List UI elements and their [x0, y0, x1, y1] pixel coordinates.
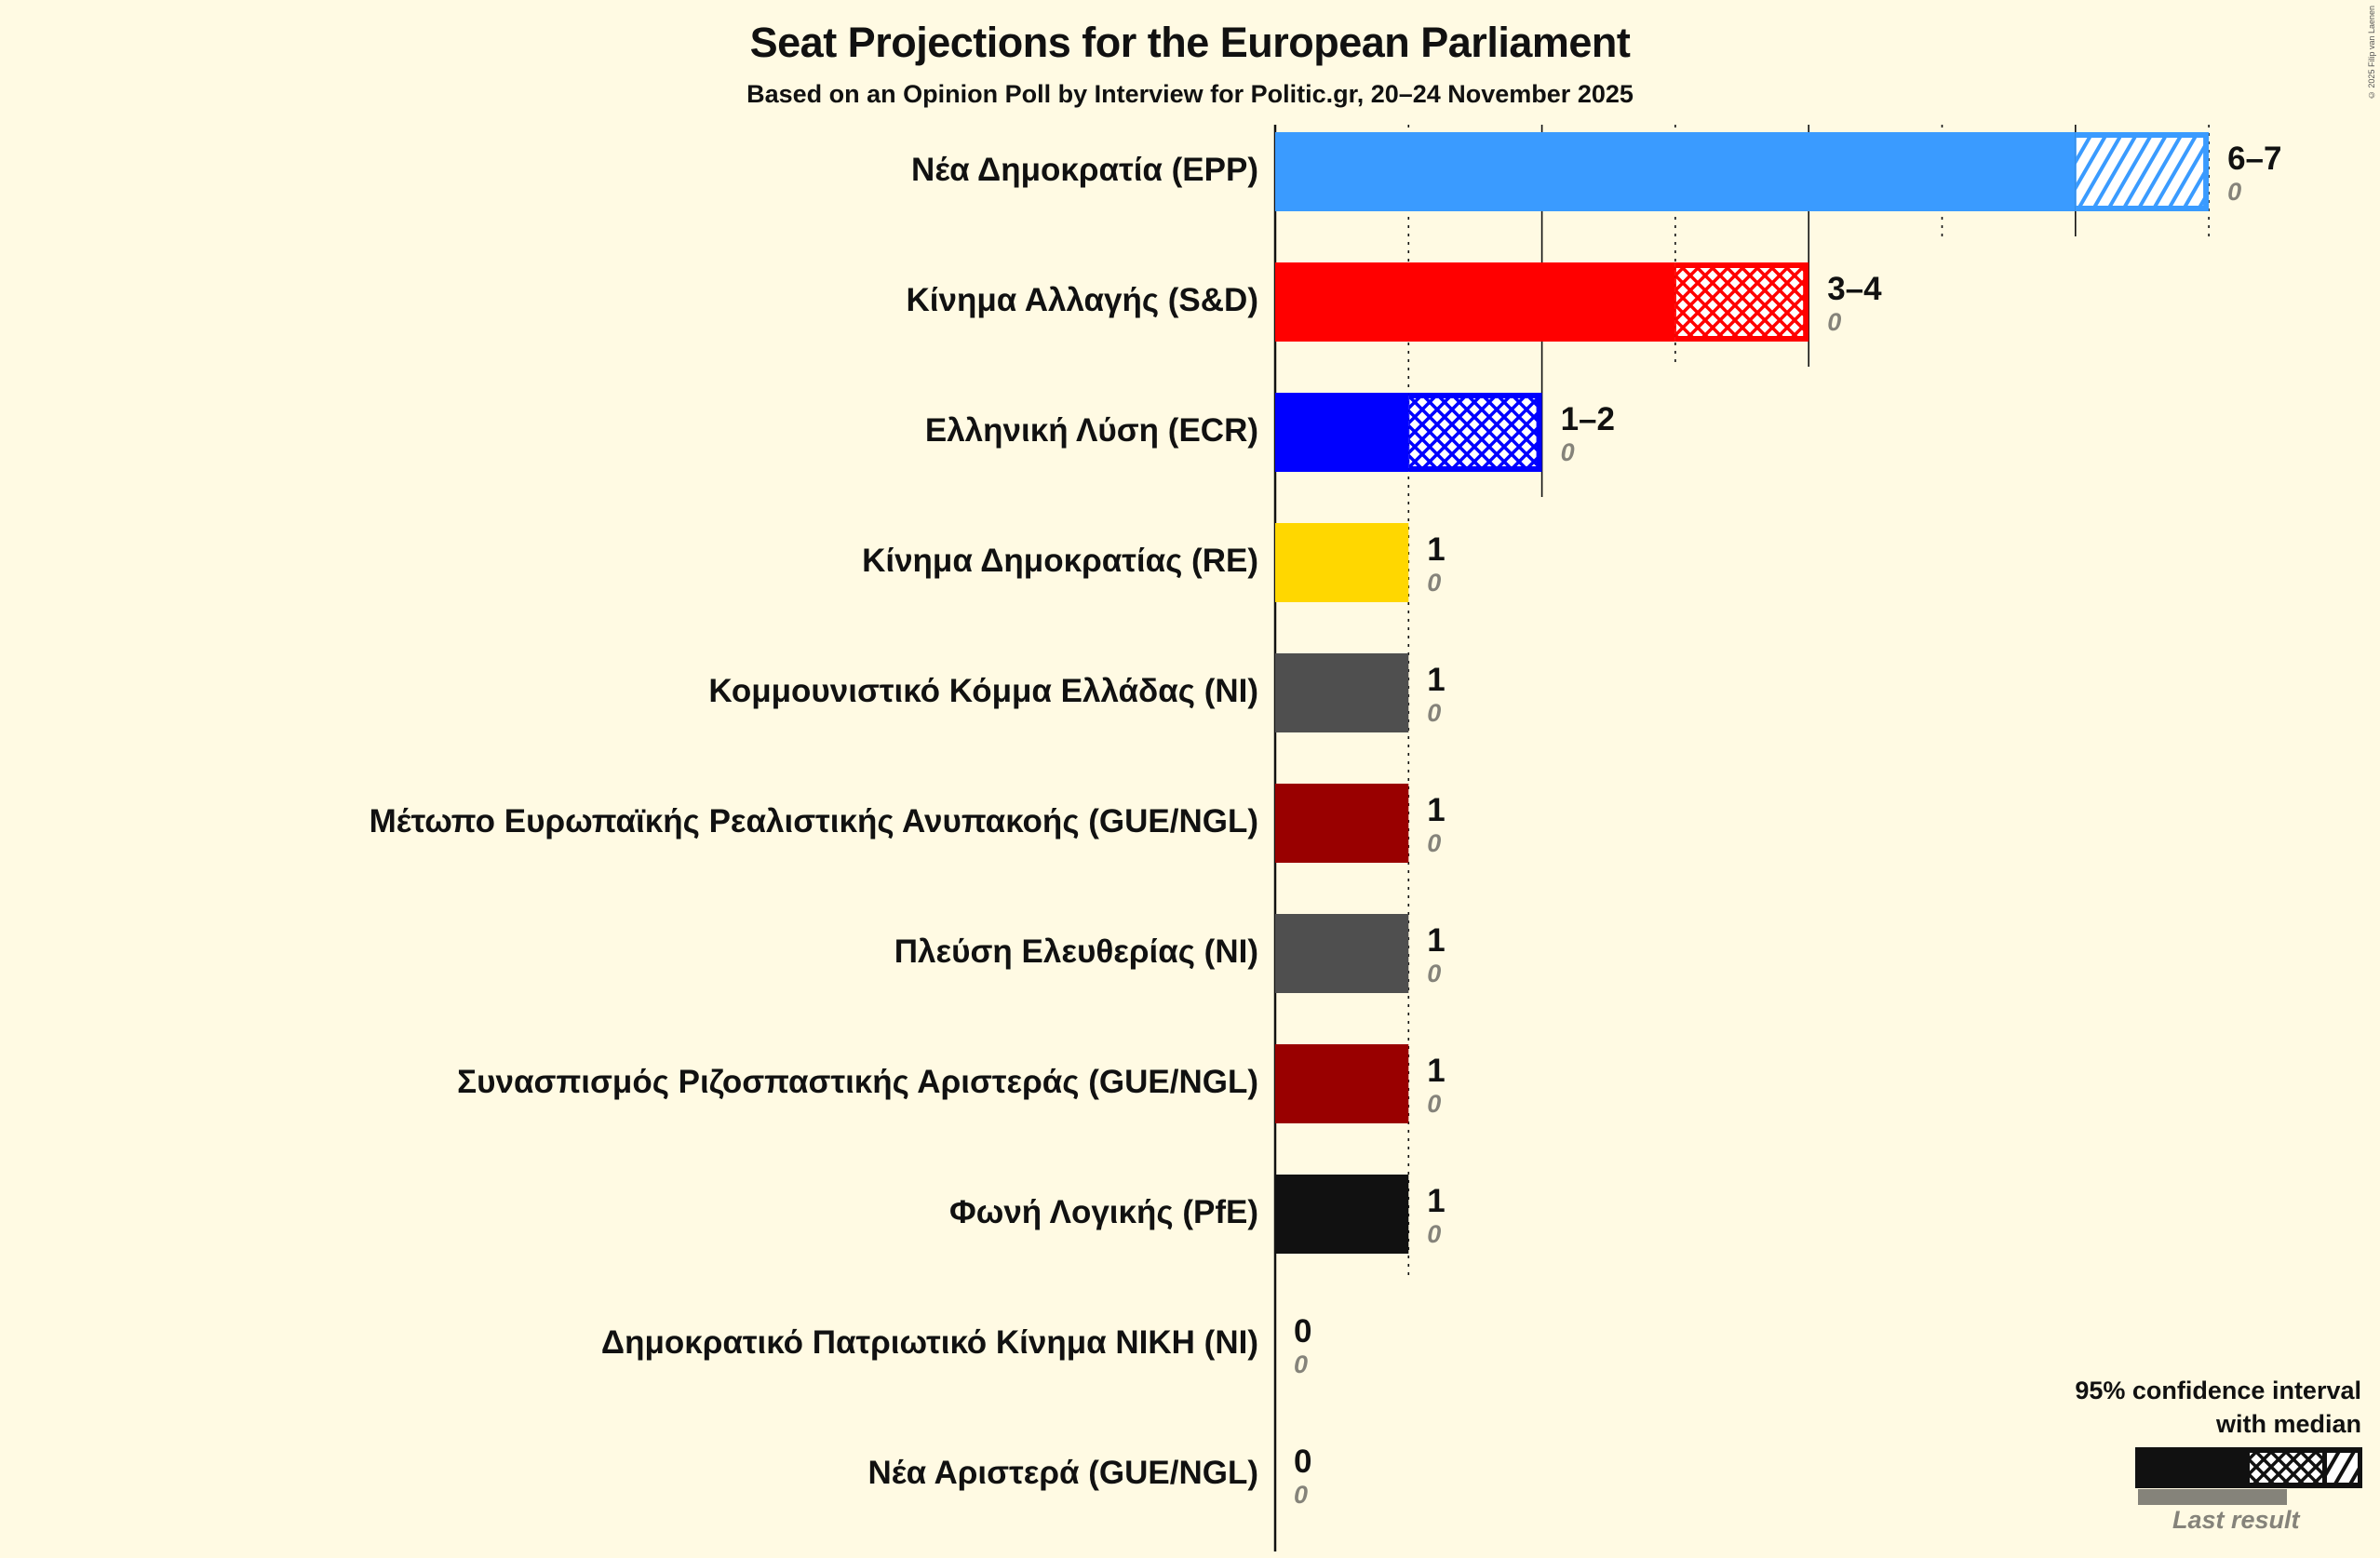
- bar-ci-hatch: [2076, 138, 2204, 206]
- bar-solid: [1275, 393, 1409, 472]
- last-result-value: 0: [1294, 1350, 1309, 1378]
- party-bar-group: [1275, 784, 1409, 863]
- chart-title: Seat Projections for the European Parlia…: [749, 19, 1631, 66]
- bar-solid: [1275, 262, 1675, 342]
- party-bar-group: [1275, 132, 2210, 211]
- bar-solid: [1275, 132, 2076, 211]
- last-result-value: 0: [1427, 698, 1442, 727]
- legend-median-hatch: [2250, 1453, 2322, 1483]
- legend-title-line1: 95% confidence interval: [2075, 1377, 2361, 1404]
- party-bar-group: [1275, 1175, 1409, 1254]
- party-bar-group: [1275, 523, 1409, 602]
- bar-ci-hatch: [1409, 398, 1537, 466]
- party-label: Κίνημα Δημοκρατίας (RE): [862, 542, 1258, 579]
- last-result-value: 0: [1427, 828, 1442, 857]
- seat-range-value: 3–4: [1827, 270, 1882, 307]
- seat-range-value: 1: [1427, 1182, 1445, 1219]
- seat-range-value: 0: [1294, 1312, 1312, 1350]
- legend-title: 95% confidence interval with median: [2075, 1374, 2361, 1441]
- seat-range-value: 6–7: [2227, 140, 2282, 177]
- seat-range-value: 1: [1427, 791, 1445, 828]
- party-label: Κομμουνιστικό Κόμμα Ελλάδας (NI): [708, 672, 1258, 709]
- legend-bar: [2135, 1447, 2362, 1505]
- seat-range-value: 1: [1427, 531, 1445, 568]
- chart-subtitle: Based on an Opinion Poll by Interview fo…: [746, 80, 1634, 108]
- party-label: Συνασπισμός Ριζοσπαστικής Αριστεράς (GUE…: [457, 1063, 1258, 1100]
- party-label: Πλεύση Ελευθερίας (NI): [894, 933, 1258, 970]
- party-bar-group: [1275, 393, 1542, 472]
- party-bar-group: [1275, 262, 1809, 342]
- bar-solid: [1275, 523, 1409, 602]
- party-label: Νέα Αριστερά (GUE/NGL): [867, 1454, 1259, 1491]
- last-result-value: 0: [1427, 959, 1442, 987]
- party-label: Φωνή Λογικής (PfE): [949, 1193, 1258, 1230]
- last-result-value: 0: [1560, 437, 1575, 466]
- party-label: Ελληνική Λύση (ECR): [924, 411, 1258, 449]
- seat-range-value: 0: [1294, 1443, 1312, 1480]
- bar-solid: [1275, 914, 1409, 993]
- legend-title-line2: with median: [2215, 1410, 2361, 1438]
- last-result-value: 0: [1294, 1480, 1309, 1509]
- legend-last-result-bar: [2138, 1489, 2287, 1505]
- bar-ci-hatch: [1675, 268, 1804, 336]
- party-label: Κίνημα Αλλαγής (S&D): [906, 281, 1258, 318]
- party-bar-group: [1275, 1044, 1409, 1123]
- party-bar-group: [1275, 653, 1409, 732]
- last-result-value: 0: [1427, 1219, 1442, 1248]
- seat-range-value: 1: [1427, 661, 1445, 698]
- party-label: Μέτωπο Ευρωπαϊκής Ρεαλιστικής Ανυπακοής …: [369, 802, 1258, 839]
- bar-solid: [1275, 784, 1409, 863]
- party-bar-group: [1275, 914, 1409, 993]
- bar-solid: [1275, 653, 1409, 732]
- last-result-value: 0: [2227, 177, 2242, 206]
- last-result-value: 0: [1427, 568, 1442, 597]
- seat-range-value: 1: [1427, 1052, 1445, 1089]
- legend-solid: [2135, 1447, 2362, 1488]
- last-result-value: 0: [1427, 1089, 1442, 1118]
- bar-solid: [1275, 1175, 1409, 1254]
- party-label: Νέα Δημοκρατία (EPP): [911, 151, 1258, 188]
- seat-range-value: 1: [1427, 921, 1445, 959]
- party-label: Δημοκρατικό Πατριωτικό Κίνημα ΝΙΚΗ (NI): [600, 1323, 1258, 1361]
- legend-ci-hatch: [2327, 1453, 2358, 1483]
- seat-range-value: 1–2: [1560, 400, 1615, 437]
- last-result-value: 0: [1827, 307, 1842, 336]
- legend-last-result-label: Last result: [2172, 1506, 2300, 1534]
- bars: [1275, 132, 2210, 1254]
- bar-solid: [1275, 1044, 1409, 1123]
